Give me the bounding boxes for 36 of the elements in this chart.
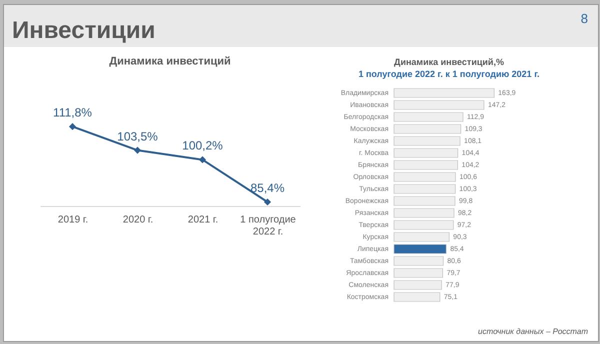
bar <box>394 196 456 206</box>
data-label: 100,2% <box>182 138 224 153</box>
bar <box>394 148 458 158</box>
bar <box>394 172 456 182</box>
bar <box>394 292 440 302</box>
bar <box>394 280 442 290</box>
point <box>134 146 142 154</box>
point <box>264 198 272 206</box>
x-tick-label: 1 полугодие 2022 г. <box>240 214 296 238</box>
chart-title: Динамика инвестиций,% <box>394 57 504 67</box>
bar <box>394 160 458 170</box>
bar <box>394 112 464 122</box>
bar <box>394 220 454 230</box>
bar <box>394 136 460 146</box>
chart-subtitle: 1 полугодие 2022 г. к 1 полугодию 2021 г. <box>358 69 540 79</box>
x-tick-label: 2020 г. <box>122 214 154 226</box>
data-label: 111,8% <box>53 106 92 120</box>
bar <box>394 208 454 218</box>
bar <box>394 88 494 98</box>
bar <box>394 244 446 254</box>
point <box>68 123 76 130</box>
bar <box>394 124 462 134</box>
data-label: 103,5% <box>117 129 158 144</box>
bar <box>394 184 456 194</box>
bar <box>394 100 484 110</box>
chart-title: Динамика инвестиций <box>109 56 231 68</box>
bar <box>394 256 444 266</box>
text: 8 <box>580 11 588 26</box>
data-label: 85,4% <box>250 181 285 195</box>
x-tick-label: 2021 г. <box>188 214 218 226</box>
text: источник данных – Росстат <box>478 327 588 336</box>
text: Инвестиции <box>12 17 156 45</box>
bar <box>394 232 450 242</box>
bar <box>394 268 444 278</box>
x-tick-label: 2019 г. <box>58 214 88 226</box>
point <box>198 156 206 164</box>
